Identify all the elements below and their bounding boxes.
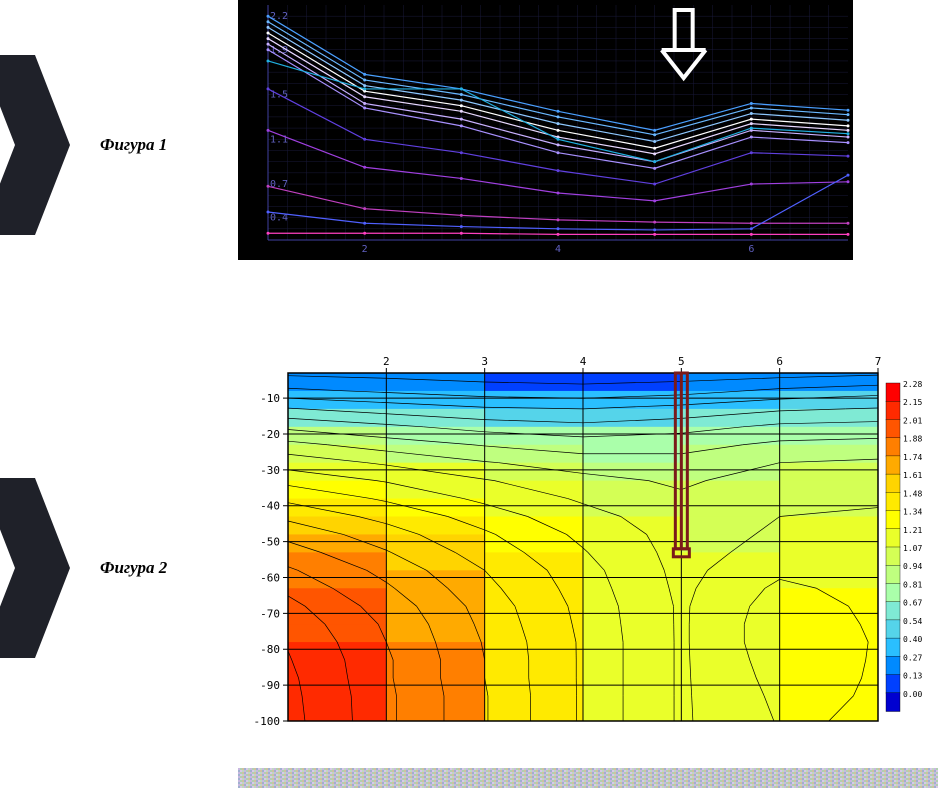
svg-text:0.54: 0.54 [903, 617, 922, 626]
contour-chart: 2 3 4 5 6 7 -10 -20 -30 -40 -50 -60 -70 -80 -90 -100 2.… [238, 353, 938, 731]
svg-text:-100: -100 [254, 715, 281, 728]
svg-text:0.27: 0.27 [903, 653, 922, 662]
svg-text:-50: -50 [260, 536, 280, 549]
svg-text:1.61: 1.61 [903, 471, 922, 480]
svg-text:-10: -10 [260, 392, 280, 405]
svg-text:0.40: 0.40 [903, 635, 922, 644]
svg-text:4: 4 [580, 355, 587, 368]
line-chart-svg: 0.40.71.11.51.92.2246 [238, 0, 853, 260]
svg-text:-70: -70 [260, 607, 280, 620]
svg-text:5: 5 [678, 355, 685, 368]
svg-text:0.13: 0.13 [903, 672, 922, 681]
svg-text:1.1: 1.1 [270, 134, 288, 145]
svg-text:-20: -20 [260, 428, 280, 441]
svg-text:-90: -90 [260, 679, 280, 692]
svg-text:0.81: 0.81 [903, 580, 922, 589]
contour-chart-svg: 2 3 4 5 6 7 -10 -20 -30 -40 -50 -60 -70 -80 -90 -100 2.… [238, 353, 938, 731]
svg-text:2.15: 2.15 [903, 398, 922, 407]
chevron-decoration-1 [0, 55, 70, 235]
noise-strip [238, 768, 938, 788]
figure2-label: Фигура 2 [100, 558, 167, 578]
svg-text:6: 6 [748, 244, 754, 255]
svg-text:2.2: 2.2 [270, 11, 288, 22]
svg-text:1.88: 1.88 [903, 435, 922, 444]
svg-text:7: 7 [875, 355, 882, 368]
svg-text:-40: -40 [260, 500, 280, 513]
svg-text:-30: -30 [260, 464, 280, 477]
svg-text:4: 4 [555, 244, 561, 255]
svg-text:1.74: 1.74 [903, 453, 922, 462]
svg-text:1.48: 1.48 [903, 489, 922, 498]
svg-text:1.34: 1.34 [903, 508, 922, 517]
svg-text:0.00: 0.00 [903, 690, 922, 699]
svg-text:6: 6 [776, 355, 783, 368]
svg-text:3: 3 [481, 355, 488, 368]
svg-text:2.28: 2.28 [903, 380, 922, 389]
chevron-decoration-2 [0, 478, 70, 658]
chevron-shape [0, 55, 70, 235]
figure1-label: Фигура 1 [100, 135, 167, 155]
svg-text:2: 2 [383, 355, 390, 368]
svg-text:-80: -80 [260, 643, 280, 656]
chevron-shape [0, 478, 70, 658]
line-chart: 0.40.71.11.51.92.2246 [238, 0, 853, 260]
svg-text:0.94: 0.94 [903, 562, 922, 571]
svg-text:1.21: 1.21 [903, 526, 922, 535]
svg-text:2.01: 2.01 [903, 416, 922, 425]
svg-text:-60: -60 [260, 571, 280, 584]
svg-text:0.67: 0.67 [903, 599, 922, 608]
svg-text:1.07: 1.07 [903, 544, 922, 553]
svg-text:2: 2 [362, 244, 368, 255]
